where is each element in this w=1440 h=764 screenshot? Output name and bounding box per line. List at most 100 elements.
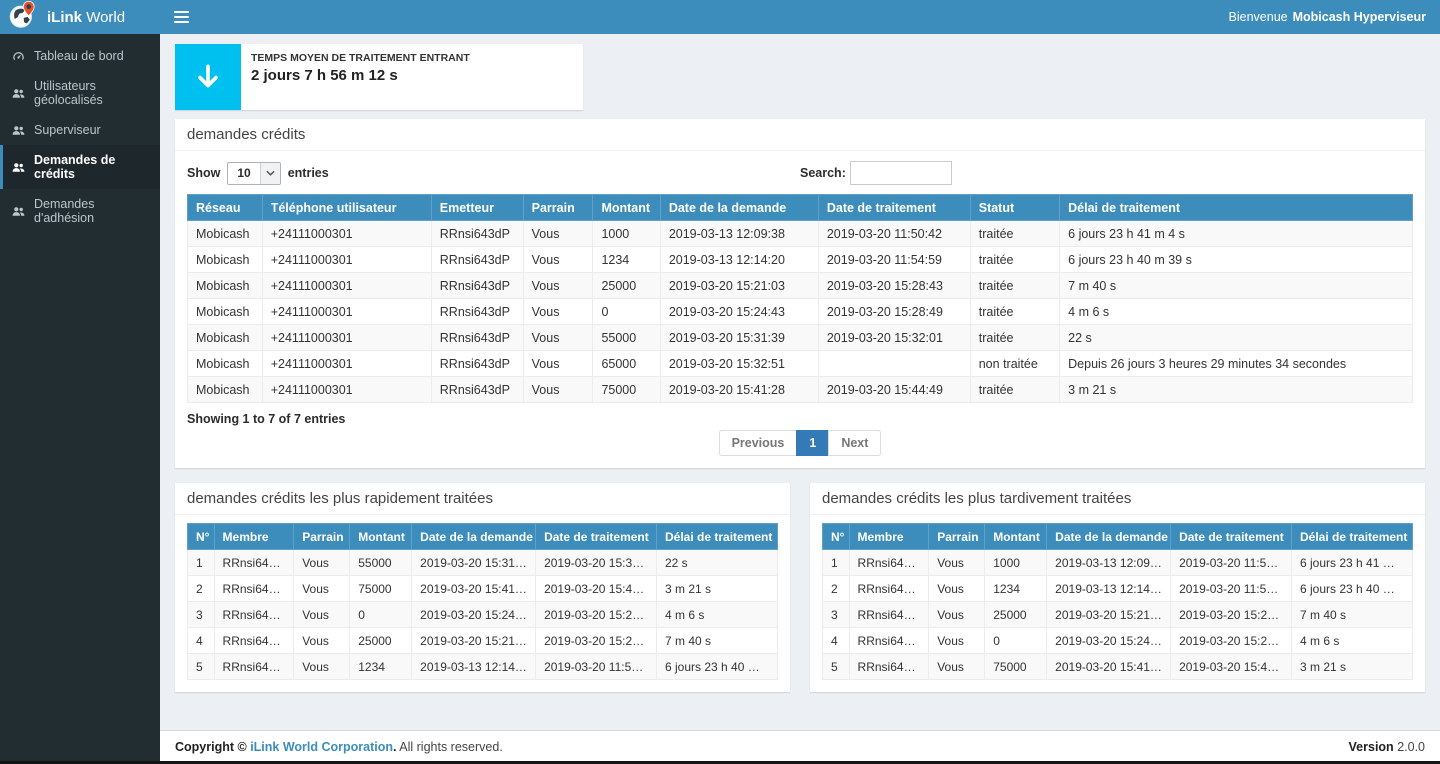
- table-cell: Mobicash: [187, 220, 263, 247]
- fastest-panel-body: N° Membre Parrain Montant Date de la demande…: [175, 515, 790, 692]
- table-cell: RRnsi643dP: [213, 627, 295, 654]
- table-cell: +24111000301: [261, 324, 432, 351]
- company-link[interactable]: iLink World Corporation: [250, 740, 394, 754]
- version-text: Version 2.0.0: [1348, 740, 1425, 754]
- app-logo[interactable]: iLink World: [0, 0, 160, 34]
- pagination-previous-button[interactable]: Previous: [718, 430, 798, 456]
- table-cell: Vous: [293, 601, 351, 628]
- table-cell: 75000: [984, 653, 1048, 680]
- table-info: Showing 1 to 7 of 7 entries: [187, 412, 346, 426]
- main-area: TEMPS MOYEN DE TRAITEMENT ENTRANT 2 jour…: [160, 0, 1440, 764]
- table-cell: 2019-03-20 15:24:43: [411, 601, 537, 628]
- column-header: Membre: [848, 523, 930, 550]
- page-size-select[interactable]: 10: [227, 161, 281, 185]
- column-header: Montant: [984, 523, 1048, 550]
- table-cell: 2019-03-20 15:44:49: [817, 376, 971, 403]
- table-cell: 1234: [592, 246, 661, 273]
- credits-panel: demandes crédits Show 10 entries: [175, 119, 1425, 468]
- stat-card-title: TEMPS MOYEN DE TRAITEMENT ENTRANT: [251, 52, 470, 64]
- table-cell: RRnsi643dP: [848, 627, 930, 654]
- table-row: 4 RRnsi643dP Vous 25000 2019-03-20 15:21:03 2…: [187, 627, 778, 654]
- column-header: Réseau: [187, 194, 263, 221]
- credits-panel-title: demandes crédits: [175, 119, 1425, 151]
- table-cell: 7 m 40 s: [1059, 272, 1413, 299]
- table-cell: 2019-03-20 15:28:43: [1170, 601, 1292, 628]
- table-cell: +24111000301: [261, 298, 432, 325]
- table-cell: 25000: [349, 627, 413, 654]
- bottom-edge-strip: [0, 761, 1440, 764]
- table-cell: traitée: [969, 272, 1061, 299]
- table-cell: 3: [822, 601, 850, 628]
- table-row: Mobicash +24111000301 RRnsi643dP Vous 0 2019-…: [187, 298, 1413, 325]
- table-cell: 2019-03-20 15:28:43: [535, 627, 657, 654]
- table-cell: RRnsi643dP: [213, 575, 295, 602]
- users-icon: [12, 87, 25, 100]
- table-cell: 0: [592, 298, 661, 325]
- fastest-table-header: N° Membre Parrain Montant Date de la demande…: [187, 523, 778, 550]
- table-cell: RRnsi643dP: [213, 549, 295, 576]
- table-cell: +24111000301: [261, 376, 432, 403]
- search-control: Search:: [800, 161, 1413, 185]
- table-cell: 6 jours 23 h 40 m 39 s: [1291, 575, 1413, 602]
- table-cell: 2019-03-20 15:28:49: [817, 298, 971, 325]
- table-cell: +24111000301: [261, 246, 432, 273]
- table-cell: 2019-03-13 12:14:20: [659, 246, 819, 273]
- sidebar-item-utilisateurs-geolocalises[interactable]: Utilisateurs géolocalisés: [0, 71, 160, 115]
- table-cell: 2019-03-13 12:14:20: [1046, 575, 1172, 602]
- search-input[interactable]: [849, 161, 952, 185]
- pagination-page-1-button[interactable]: 1: [796, 430, 830, 456]
- table-cell: 75000: [349, 575, 413, 602]
- table-cell: Mobicash: [187, 246, 263, 273]
- table-cell: Vous: [522, 220, 594, 247]
- table-cell: 2019-03-20 15:41:28: [411, 575, 537, 602]
- sidebar-toggle-hamburger-icon[interactable]: [160, 0, 202, 34]
- sidebar-item-label: Demandes de crédits: [34, 153, 116, 181]
- table-cell: 2019-03-20 11:50:42: [817, 220, 971, 247]
- dashboard-icon: [12, 50, 25, 63]
- column-header: Délai de traitement: [656, 523, 778, 550]
- pagination-next-button[interactable]: Next: [828, 430, 882, 456]
- table-cell: traitée: [969, 324, 1061, 351]
- column-header: Statut: [969, 194, 1061, 221]
- table-cell: 0: [984, 627, 1048, 654]
- table-cell: 2019-03-13 12:14:20: [411, 653, 537, 680]
- table-cell: +24111000301: [261, 350, 432, 377]
- sidebar-item-tableau-de-bord[interactable]: Tableau de bord: [0, 41, 160, 71]
- slowest-panel: demandes crédits les plus tardivement tr…: [810, 483, 1425, 692]
- table-cell: Mobicash: [187, 324, 263, 351]
- table-cell: 2019-03-20 15:41:28: [659, 376, 819, 403]
- table-cell: RRnsi643dP: [430, 272, 524, 299]
- table-cell: Mobicash: [187, 350, 263, 377]
- table-cell: Vous: [522, 272, 594, 299]
- table-cell: Vous: [522, 298, 594, 325]
- table-cell: Vous: [522, 350, 594, 377]
- column-header: Délai de traitement: [1059, 194, 1413, 221]
- table-cell: traitée: [969, 298, 1061, 325]
- table-cell: 22 s: [656, 549, 778, 576]
- table-cell: 7 m 40 s: [1291, 601, 1413, 628]
- column-header: Parrain: [522, 194, 594, 221]
- table-row: 4 RRnsi643dP Vous 0 2019-03-20 15:24:43 2019-…: [822, 627, 1413, 654]
- column-header: Date de traitement: [817, 194, 971, 221]
- table-cell: RRnsi643dP: [430, 376, 524, 403]
- table-cell: 1: [187, 549, 215, 576]
- table-cell: 7 m 40 s: [656, 627, 778, 654]
- sidebar-item-demandes-de-credits[interactable]: Demandes de crédits: [0, 145, 160, 189]
- slowest-table: N° Membre Parrain Montant Date de la demande…: [822, 523, 1413, 680]
- table-row: 1 RRnsi643dP Vous 1000 2019-03-13 12:09:38 20…: [822, 549, 1413, 576]
- table-row: 3 RRnsi643dP Vous 25000 2019-03-20 15:21:03 2…: [822, 601, 1413, 628]
- table-cell: RRnsi643dP: [848, 653, 930, 680]
- table-cell: 2: [822, 575, 850, 602]
- table-cell: Vous: [293, 549, 351, 576]
- table-cell: 65000: [592, 350, 661, 377]
- table-cell: 1000: [592, 220, 661, 247]
- table-cell: traitée: [969, 246, 1061, 273]
- column-header: Date de traitement: [1170, 523, 1292, 550]
- column-header: Montant: [592, 194, 661, 221]
- sidebar-item-demandes-d-adhesion[interactable]: Demandes d'adhésion: [0, 189, 160, 233]
- table-cell: 2019-03-20 15:32:01: [535, 549, 657, 576]
- users-icon: [12, 205, 25, 218]
- sidebar-item-superviseur[interactable]: Superviseur: [0, 115, 160, 145]
- table-row: Mobicash +24111000301 RRnsi643dP Vous 1000 20…: [187, 220, 1413, 247]
- column-header: Parrain: [293, 523, 351, 550]
